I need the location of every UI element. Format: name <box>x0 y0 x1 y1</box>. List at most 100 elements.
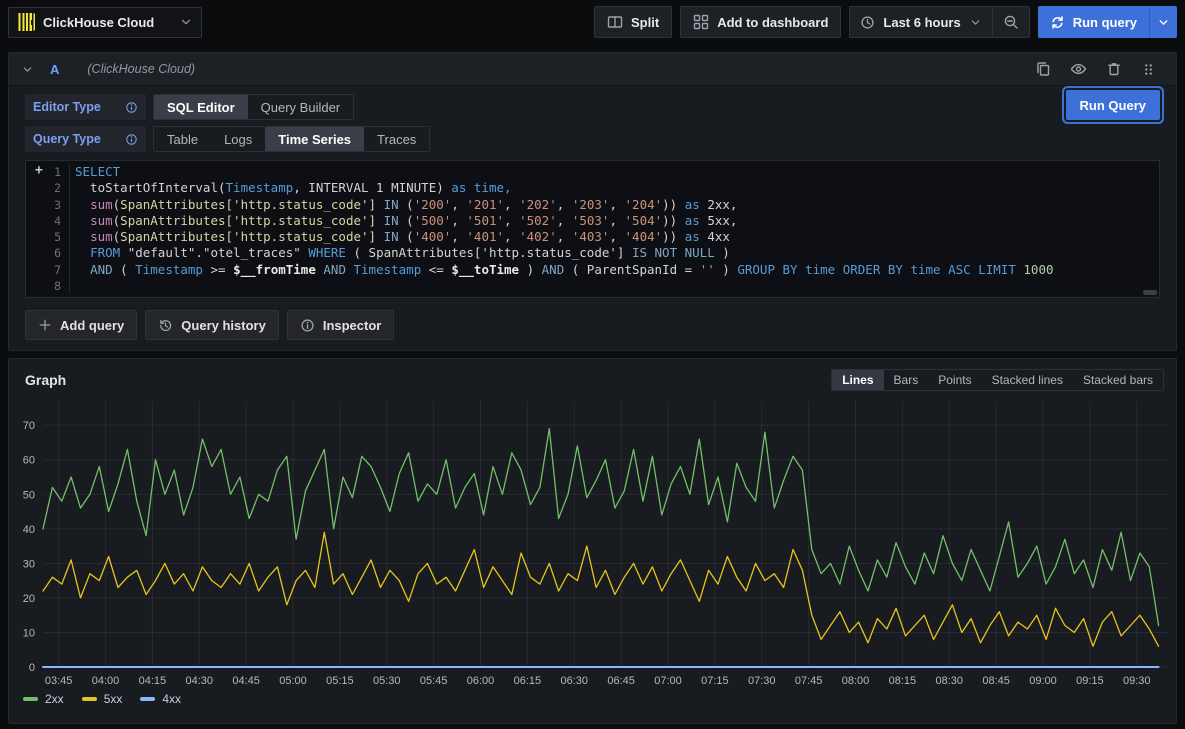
time-range-label: Last 6 hours <box>883 15 960 30</box>
x-tick-label: 07:00 <box>654 675 682 687</box>
split-icon <box>607 14 623 30</box>
x-tick-label: 05:00 <box>279 675 307 687</box>
plus-icon <box>38 318 52 332</box>
collapse-chevron-icon[interactable] <box>21 63 34 76</box>
option-traces[interactable]: Traces <box>364 127 429 151</box>
datasource-picker[interactable]: ClickHouse Cloud <box>8 7 202 38</box>
code-line: 5 sum(SpanAttributes['http.status_code']… <box>26 229 1159 245</box>
x-tick-label: 06:15 <box>514 675 542 687</box>
query-type-row: Query Type TableLogsTime SeriesTraces <box>25 126 1160 152</box>
option-points[interactable]: Points <box>928 370 981 390</box>
code-line: 4 sum(SpanAttributes['http.status_code']… <box>26 213 1159 229</box>
add-query-button[interactable]: Add query <box>25 310 137 340</box>
x-tick-label: 06:30 <box>560 675 588 687</box>
y-tick-label: 60 <box>23 455 35 467</box>
legend-item-5xx[interactable]: 5xx <box>82 692 123 706</box>
apps-grid-icon <box>693 14 709 30</box>
code-line: 6 FROM "default"."otel_traces" WHERE ( S… <box>26 245 1159 261</box>
chevron-down-icon <box>179 15 193 29</box>
option-time-series[interactable]: Time Series <box>265 127 364 151</box>
option-sql-editor[interactable]: SQL Editor <box>154 95 248 119</box>
option-lines[interactable]: Lines <box>832 370 883 390</box>
query-row-actions <box>1035 61 1164 77</box>
query-editor-body: Editor Type SQL EditorQuery Builder Quer… <box>9 86 1176 350</box>
chevron-down-icon <box>969 16 982 29</box>
duplicate-query-icon[interactable] <box>1035 61 1051 77</box>
inspector-button[interactable]: Inspector <box>287 310 395 340</box>
x-tick-label: 07:30 <box>748 675 776 687</box>
y-tick-label: 0 <box>29 662 35 674</box>
x-tick-label: 09:30 <box>1123 675 1151 687</box>
y-tick-label: 50 <box>23 489 35 501</box>
x-tick-label: 05:30 <box>373 675 401 687</box>
graph-style-toggle: LinesBarsPointsStacked linesStacked bars <box>831 369 1164 391</box>
query-editor-card: A (ClickHouse Cloud) Editor Type <box>8 52 1177 351</box>
series-line-2xx <box>43 429 1159 626</box>
x-tick-label: 06:45 <box>607 675 635 687</box>
toolbar-right: Split Add to dashboard Last 6 hours <box>594 6 1177 38</box>
option-logs[interactable]: Logs <box>211 127 265 151</box>
x-tick-label: 08:15 <box>889 675 917 687</box>
info-icon[interactable] <box>125 101 138 114</box>
y-tick-label: 20 <box>23 593 35 605</box>
time-picker-group: Last 6 hours <box>849 6 1029 38</box>
x-tick-label: 08:00 <box>842 675 870 687</box>
x-tick-label: 06:00 <box>467 675 495 687</box>
panel-run-query-button[interactable]: Run Query <box>1066 90 1160 120</box>
x-tick-label: 04:15 <box>139 675 167 687</box>
graph-header: Graph LinesBarsPointsStacked linesStacke… <box>9 359 1176 391</box>
series-line-5xx <box>43 532 1159 646</box>
x-tick-label: 09:15 <box>1076 675 1104 687</box>
horizontal-scrollbar[interactable] <box>1143 290 1157 295</box>
code-line: +1SELECT <box>26 164 1159 180</box>
datasource-hint: (ClickHouse Cloud) <box>87 62 1035 76</box>
magnifier-minus-icon <box>1003 14 1019 30</box>
add-to-dashboard-label: Add to dashboard <box>717 15 828 30</box>
graph-title: Graph <box>25 372 66 388</box>
query-type-toggle: TableLogsTime SeriesTraces <box>153 126 430 152</box>
option-stacked-lines[interactable]: Stacked lines <box>982 370 1073 390</box>
x-tick-label: 04:30 <box>185 675 213 687</box>
y-tick-label: 70 <box>23 420 35 432</box>
legend-swatch-4xx <box>140 697 155 701</box>
x-tick-label: 08:30 <box>935 675 963 687</box>
legend-item-2xx[interactable]: 2xx <box>23 692 64 706</box>
sql-code-editor[interactable]: +1SELECT2 toStartOfInterval(Timestamp, I… <box>25 160 1160 298</box>
legend-item-4xx[interactable]: 4xx <box>140 692 181 706</box>
delete-query-trash-icon[interactable] <box>1106 61 1122 77</box>
query-footer-buttons: Add query Query history Inspector <box>25 310 1160 340</box>
split-button[interactable]: Split <box>594 6 672 38</box>
hide-query-eye-icon[interactable] <box>1070 61 1087 77</box>
time-range-button[interactable]: Last 6 hours <box>850 7 991 37</box>
x-tick-label: 05:45 <box>420 675 448 687</box>
legend-label-4xx: 4xx <box>162 692 181 706</box>
option-table[interactable]: Table <box>154 127 211 151</box>
legend-swatch-5xx <box>82 697 97 701</box>
info-icon[interactable] <box>125 133 138 146</box>
query-type-label: Query Type <box>25 126 146 152</box>
y-tick-label: 40 <box>23 524 35 536</box>
add-to-dashboard-button[interactable]: Add to dashboard <box>680 6 841 38</box>
x-tick-label: 07:45 <box>795 675 823 687</box>
drag-handle-grip-icon[interactable] <box>1141 62 1156 77</box>
x-tick-label: 03:45 <box>45 675 73 687</box>
x-tick-label: 05:15 <box>326 675 354 687</box>
info-circle-icon <box>300 318 315 333</box>
zoom-out-time-button[interactable] <box>993 7 1029 37</box>
run-query-button[interactable]: Run query <box>1038 6 1149 38</box>
legend-label-5xx: 5xx <box>104 692 123 706</box>
x-tick-label: 07:15 <box>701 675 729 687</box>
run-query-dropdown-caret[interactable] <box>1149 6 1177 38</box>
time-series-chart[interactable]: 01020304050607003:4504:0004:1504:3004:45… <box>13 395 1170 691</box>
editor-type-toggle: SQL EditorQuery Builder <box>153 94 354 120</box>
option-query-builder[interactable]: Query Builder <box>248 95 353 119</box>
query-row-header[interactable]: A (ClickHouse Cloud) <box>9 53 1176 86</box>
chart-legend: 2xx 5xx 4xx <box>9 692 1176 706</box>
legend-label-2xx: 2xx <box>45 692 64 706</box>
run-query-split-button: Run query <box>1038 6 1177 38</box>
option-bars[interactable]: Bars <box>884 370 929 390</box>
query-history-button[interactable]: Query history <box>145 310 279 340</box>
option-stacked-bars[interactable]: Stacked bars <box>1073 370 1163 390</box>
x-tick-label: 08:45 <box>982 675 1010 687</box>
code-line: 7 AND ( Timestamp >= $__fromTime AND Tim… <box>26 262 1159 278</box>
